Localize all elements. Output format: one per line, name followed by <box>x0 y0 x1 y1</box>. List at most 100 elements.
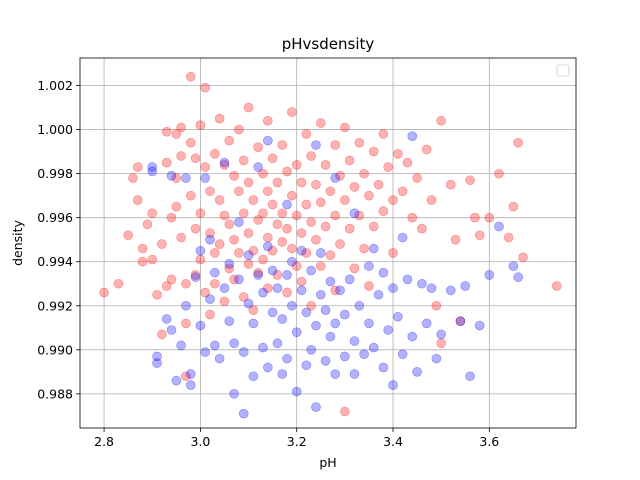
scatter-point <box>195 320 206 331</box>
scatter-point <box>272 338 283 349</box>
scatter-point <box>277 314 288 324</box>
scatter-point <box>402 157 413 168</box>
scatter-point <box>253 270 263 280</box>
scatter-point <box>181 173 191 183</box>
scatter-point <box>301 307 312 318</box>
scatter-point <box>258 168 268 179</box>
scatter-point <box>263 115 273 126</box>
scatter-point <box>340 351 350 362</box>
scatter-point <box>460 281 471 291</box>
x-tick-label: 3.6 <box>479 434 499 449</box>
scatter-point <box>147 166 158 177</box>
scatter-point <box>291 160 302 170</box>
scatter-point <box>171 201 182 212</box>
scatter-point <box>263 135 273 146</box>
scatter-point <box>243 250 254 260</box>
scatter-point <box>277 140 288 150</box>
scatter-point <box>214 239 225 249</box>
scatter-point <box>311 402 321 412</box>
y-tick-label: 0.992 <box>37 298 73 313</box>
scatter-point <box>190 153 201 164</box>
scatter-point <box>185 190 196 201</box>
scatter-point <box>296 245 307 256</box>
scatter-point <box>325 276 336 287</box>
scatter-point <box>330 285 341 296</box>
y-tick-label: 0.998 <box>37 166 73 181</box>
scatter-point <box>315 289 326 300</box>
x-tick-label: 3.0 <box>190 434 210 449</box>
scatter-point <box>282 353 292 364</box>
scatter-point <box>248 371 259 382</box>
grid-lines <box>80 58 576 428</box>
scatter-point <box>368 221 379 232</box>
scatter-point <box>234 274 244 285</box>
scatter-point <box>176 232 186 243</box>
scatter-point <box>142 219 153 230</box>
scatter-point <box>455 316 466 326</box>
scatter-point <box>195 120 206 130</box>
scatter-point <box>263 362 273 373</box>
scatter-point <box>421 318 432 329</box>
x-tick-label: 3.2 <box>287 434 307 449</box>
scatter-point <box>161 314 172 324</box>
x-axis-label: pH <box>319 455 336 470</box>
scatter-point <box>436 329 446 340</box>
scatter-point <box>407 212 418 223</box>
scatter-point <box>229 338 239 349</box>
scatter-point <box>200 82 210 93</box>
scatter-point <box>431 353 442 364</box>
scatter-point <box>137 256 148 267</box>
scatter-point <box>315 118 326 128</box>
scatter-point <box>263 186 273 197</box>
scatter-point <box>354 300 365 311</box>
scatter-point <box>238 155 249 166</box>
scatter-point <box>551 281 562 291</box>
scatter-point <box>210 149 220 159</box>
scatter-point <box>161 281 172 291</box>
scatter-point <box>426 195 437 205</box>
scatter-point <box>306 300 316 311</box>
scatter-point <box>190 270 201 280</box>
scatter-point <box>513 272 524 282</box>
scatter-point <box>368 243 379 254</box>
scatter-point <box>267 307 278 318</box>
scatter-point <box>267 199 278 210</box>
scatter-point <box>263 283 273 293</box>
scatter-point <box>301 199 312 210</box>
scatter-point <box>330 318 341 329</box>
scatter-point <box>455 316 466 326</box>
scatter-point <box>306 265 316 276</box>
scatter-point <box>388 283 398 293</box>
scatter-point <box>359 243 369 254</box>
scatter-point <box>205 294 215 304</box>
scatter-point <box>349 208 360 219</box>
scatter-point <box>344 223 355 234</box>
scatter-point <box>354 210 365 221</box>
scatter-point <box>287 107 297 117</box>
scatter-point <box>229 274 239 285</box>
scatter-point <box>349 263 360 274</box>
scatter-point <box>330 369 341 379</box>
scatter-point <box>263 232 273 243</box>
scatter-point <box>185 380 196 390</box>
x-tick-label: 2.8 <box>94 434 114 449</box>
scatter-point <box>248 318 259 329</box>
scatter-point <box>166 274 177 285</box>
scatter-point <box>152 358 162 368</box>
scatter-point <box>258 208 268 219</box>
scatter-point <box>494 221 504 232</box>
scatter-point <box>200 173 210 183</box>
scatter-point <box>238 292 249 302</box>
scatter-point <box>306 345 316 355</box>
scatter-point <box>214 195 225 205</box>
scatter-point <box>152 289 162 300</box>
scatter-point <box>137 243 148 254</box>
scatter-point <box>393 149 403 159</box>
scatter-point <box>287 300 297 311</box>
scatter-point <box>277 237 288 247</box>
scatter-point <box>301 129 312 139</box>
scatter-point <box>195 208 206 219</box>
scatter-point <box>330 173 341 183</box>
scatter-point <box>287 190 297 201</box>
